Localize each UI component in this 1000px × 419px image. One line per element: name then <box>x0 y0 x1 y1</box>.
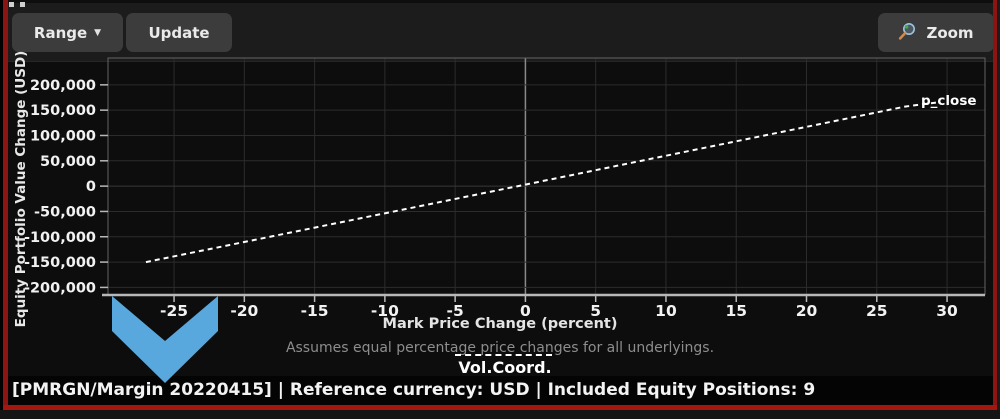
chart-subtitle: Assumes equal percentage price changes f… <box>285 340 715 356</box>
magnifier-icon <box>898 21 918 45</box>
legend-label: Vol.Coord. <box>458 358 552 377</box>
window-frame-right-border <box>993 0 997 410</box>
status-bar-text: [PMRGN/Margin 20220415] | Reference curr… <box>12 380 816 400</box>
zoom-button-label: Zoom <box>926 23 974 42</box>
toolbar: Range ▼ Update Zoom <box>8 0 994 62</box>
outer-edge-bottom <box>0 410 1000 419</box>
status-bar: [PMRGN/Margin 20220415] | Reference curr… <box>8 376 993 405</box>
range-button-label: Range <box>33 23 88 42</box>
x-axis-title: Mark Price Change (percent) <box>382 316 618 332</box>
window-artifact-dot <box>9 2 14 7</box>
update-button-label: Update <box>148 23 210 42</box>
outer-edge-left <box>0 0 3 419</box>
toolbar-top-divider <box>8 0 993 3</box>
range-dropdown-button[interactable]: Range ▼ <box>12 13 123 52</box>
y-axis-title: Equity Portfolio Value Change (USD) <box>13 50 29 328</box>
outer-edge-right <box>997 0 1000 419</box>
window-frame-left-border <box>3 0 8 410</box>
window-frame-bottom-border <box>3 405 997 410</box>
zoom-button[interactable]: Zoom <box>878 13 994 52</box>
window-artifact-dot <box>20 2 25 7</box>
chevron-down-icon: ▼ <box>94 27 102 38</box>
legend-dashed-line-sample <box>455 354 552 356</box>
update-button[interactable]: Update <box>126 13 232 52</box>
